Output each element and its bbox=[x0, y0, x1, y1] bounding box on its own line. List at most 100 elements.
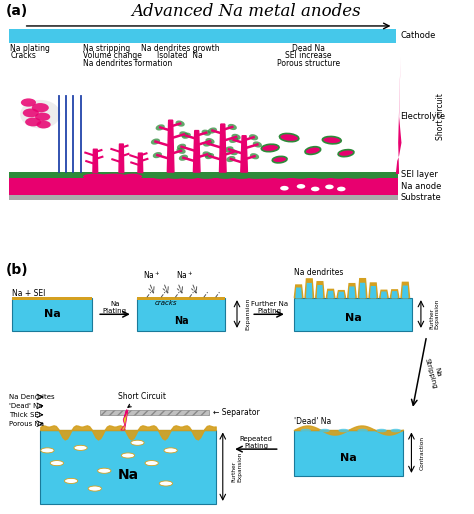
Text: Na Dendrites: Na Dendrites bbox=[9, 394, 55, 400]
Text: Na: Na bbox=[340, 453, 357, 463]
Circle shape bbox=[280, 186, 289, 191]
Polygon shape bbox=[358, 279, 367, 298]
Ellipse shape bbox=[205, 153, 214, 159]
Text: Na: Na bbox=[174, 316, 188, 326]
Bar bbox=[12, 298, 92, 331]
Text: Further
Expansion: Further Expansion bbox=[429, 299, 440, 329]
Ellipse shape bbox=[280, 134, 299, 142]
Text: Na: Na bbox=[118, 468, 138, 482]
Text: Na dendrites: Na dendrites bbox=[294, 268, 343, 277]
Polygon shape bbox=[318, 286, 322, 298]
Text: Na: Na bbox=[345, 313, 362, 323]
Polygon shape bbox=[307, 284, 312, 298]
Ellipse shape bbox=[176, 148, 186, 154]
Ellipse shape bbox=[292, 174, 310, 179]
Ellipse shape bbox=[145, 461, 158, 466]
Polygon shape bbox=[121, 410, 128, 430]
Ellipse shape bbox=[41, 448, 54, 453]
Circle shape bbox=[23, 108, 39, 117]
Polygon shape bbox=[337, 290, 346, 298]
Ellipse shape bbox=[166, 174, 184, 179]
Ellipse shape bbox=[319, 429, 330, 432]
Polygon shape bbox=[349, 287, 355, 298]
Text: Na$^+$: Na$^+$ bbox=[176, 269, 193, 281]
Text: Na dendrites growth: Na dendrites growth bbox=[141, 44, 219, 52]
Text: Volume change: Volume change bbox=[83, 51, 142, 60]
Text: Further
Expansion: Further Expansion bbox=[231, 452, 242, 482]
Circle shape bbox=[311, 187, 319, 191]
Ellipse shape bbox=[164, 448, 177, 453]
Text: Cathode: Cathode bbox=[401, 31, 436, 40]
Ellipse shape bbox=[250, 153, 259, 159]
Circle shape bbox=[297, 184, 305, 189]
Ellipse shape bbox=[273, 174, 291, 179]
Bar bbox=[9, 178, 398, 195]
Ellipse shape bbox=[313, 174, 331, 179]
Text: cracks: cracks bbox=[155, 300, 177, 306]
Bar bbox=[9, 172, 398, 178]
Ellipse shape bbox=[20, 100, 61, 128]
Bar bbox=[137, 298, 225, 331]
Ellipse shape bbox=[202, 151, 212, 157]
Ellipse shape bbox=[391, 429, 401, 432]
Ellipse shape bbox=[203, 140, 212, 146]
Ellipse shape bbox=[208, 127, 217, 134]
Polygon shape bbox=[296, 288, 301, 298]
Ellipse shape bbox=[83, 174, 107, 179]
Ellipse shape bbox=[305, 146, 321, 154]
Polygon shape bbox=[241, 136, 247, 172]
Ellipse shape bbox=[152, 174, 170, 179]
Ellipse shape bbox=[64, 479, 78, 484]
Ellipse shape bbox=[228, 124, 237, 130]
Text: Na
Stripping: Na Stripping bbox=[423, 356, 444, 390]
Ellipse shape bbox=[233, 174, 251, 179]
Text: (b): (b) bbox=[6, 263, 28, 278]
Text: Thick SEI: Thick SEI bbox=[9, 412, 41, 418]
Polygon shape bbox=[371, 287, 376, 298]
Circle shape bbox=[325, 185, 334, 189]
Polygon shape bbox=[338, 292, 344, 298]
Text: Cracks: Cracks bbox=[10, 51, 36, 60]
Ellipse shape bbox=[226, 156, 236, 162]
Ellipse shape bbox=[179, 155, 188, 161]
Circle shape bbox=[32, 103, 49, 113]
Bar bbox=[9, 195, 398, 200]
Polygon shape bbox=[219, 124, 226, 172]
Text: Na dendrites formation: Na dendrites formation bbox=[83, 59, 172, 68]
Ellipse shape bbox=[247, 174, 265, 179]
Text: Na stripping: Na stripping bbox=[83, 44, 130, 52]
Ellipse shape bbox=[151, 138, 160, 144]
Polygon shape bbox=[403, 286, 408, 298]
Polygon shape bbox=[326, 289, 335, 298]
Text: Isolated  Na: Isolated Na bbox=[157, 51, 203, 60]
Text: 'Dead' Na: 'Dead' Na bbox=[9, 403, 43, 409]
Ellipse shape bbox=[216, 174, 234, 179]
Ellipse shape bbox=[98, 468, 111, 473]
Text: Advanced Na metal anodes: Advanced Na metal anodes bbox=[132, 3, 361, 20]
Polygon shape bbox=[391, 290, 399, 298]
Polygon shape bbox=[305, 279, 314, 298]
Text: Na + SEI: Na + SEI bbox=[12, 289, 45, 298]
Circle shape bbox=[337, 187, 346, 191]
Ellipse shape bbox=[261, 144, 279, 152]
Text: Electrolyte: Electrolyte bbox=[401, 112, 446, 121]
Ellipse shape bbox=[201, 130, 211, 136]
Polygon shape bbox=[193, 131, 200, 172]
Ellipse shape bbox=[229, 137, 238, 143]
Text: Dead Na: Dead Na bbox=[292, 44, 325, 52]
Ellipse shape bbox=[159, 481, 173, 486]
Ellipse shape bbox=[322, 137, 341, 144]
Bar bbox=[12, 297, 92, 300]
Polygon shape bbox=[380, 290, 388, 298]
Bar bbox=[9, 29, 396, 43]
Ellipse shape bbox=[338, 429, 349, 432]
Ellipse shape bbox=[330, 174, 348, 179]
Text: Repeated
Plating: Repeated Plating bbox=[239, 436, 273, 449]
Ellipse shape bbox=[301, 429, 311, 432]
Circle shape bbox=[21, 98, 36, 107]
Ellipse shape bbox=[205, 138, 215, 144]
Polygon shape bbox=[369, 283, 378, 298]
Bar bbox=[100, 410, 209, 415]
Text: Short circuit: Short circuit bbox=[437, 94, 445, 140]
Bar bbox=[294, 430, 403, 476]
